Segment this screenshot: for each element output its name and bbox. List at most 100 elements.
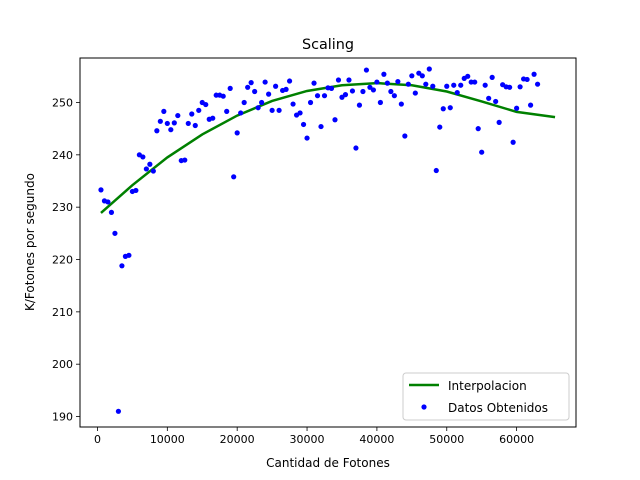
data-point: [454, 89, 460, 96]
y-tick-label: 200: [52, 358, 73, 371]
data-point: [517, 84, 523, 90]
data-point: [475, 126, 481, 132]
data-point: [185, 120, 191, 127]
data-point: [220, 93, 226, 99]
data-point: [115, 408, 122, 414]
y-tick-label: 220: [52, 254, 73, 267]
data-point: [493, 98, 499, 105]
x-tick-label: 20000: [220, 433, 255, 446]
data-point: [196, 107, 202, 113]
data-point: [412, 90, 418, 96]
data-point: [370, 87, 377, 93]
data-point: [353, 145, 359, 151]
data-point: [527, 102, 534, 108]
data-point: [405, 81, 411, 87]
data-point: [262, 79, 268, 85]
data-point: [255, 105, 261, 111]
x-tick-label: 0: [94, 433, 101, 446]
data-point: [105, 199, 111, 205]
data-point: [496, 119, 502, 125]
data-point: [276, 107, 282, 113]
data-point: [451, 82, 457, 88]
data-point: [472, 79, 478, 85]
data-point: [465, 73, 471, 79]
data-point: [423, 81, 429, 87]
data-point: [98, 187, 104, 193]
data-point: [297, 110, 303, 116]
x-axis-label: Cantidad de Fotones: [266, 456, 390, 470]
data-point: [419, 73, 425, 79]
data-point: [384, 80, 390, 86]
legend: Interpolacion Datos Obtenidos: [402, 372, 570, 421]
data-point: [398, 101, 404, 107]
data-point: [342, 92, 349, 98]
data-point: [143, 166, 149, 172]
data-point: [335, 77, 342, 83]
y-tick-label: 250: [52, 96, 73, 109]
data-point: [328, 85, 335, 91]
data-point: [388, 88, 394, 95]
data-point: [444, 83, 450, 89]
chart-title: Scaling: [302, 37, 354, 53]
data-point: [402, 133, 408, 139]
data-point: [534, 81, 541, 87]
data-point: [486, 95, 492, 101]
data-point: [426, 66, 432, 72]
data-point: [440, 106, 446, 112]
data-point: [507, 84, 513, 90]
x-tick-label: 60000: [499, 433, 534, 446]
data-point: [273, 83, 279, 89]
data-point: [391, 93, 397, 99]
data-point: [307, 99, 314, 106]
data-point: [332, 117, 338, 123]
data-point: [381, 71, 387, 77]
data-point: [266, 91, 272, 97]
x-tick-label: 40000: [359, 433, 394, 446]
y-tick-label: 230: [52, 201, 73, 214]
data-point: [524, 76, 530, 83]
data-point: [175, 112, 181, 119]
data-point: [458, 82, 464, 88]
data-point: [283, 86, 289, 92]
data-point: [241, 99, 247, 106]
data-point: [231, 174, 237, 180]
legend-scatter-swatch: [421, 404, 427, 410]
data-point: [248, 80, 254, 86]
data-point: [377, 99, 383, 106]
data-point: [447, 105, 453, 111]
data-point: [168, 127, 174, 133]
data-point: [430, 83, 436, 89]
data-point: [238, 110, 244, 116]
data-point: [300, 121, 307, 128]
data-point: [304, 135, 310, 141]
legend-label-interpolacion: Interpolacion: [448, 379, 527, 393]
data-point: [374, 79, 380, 85]
x-tick-label: 50000: [429, 433, 464, 446]
y-tick-label: 240: [52, 149, 73, 162]
data-point: [311, 80, 317, 86]
data-point: [510, 139, 516, 145]
data-point: [409, 73, 415, 79]
data-point: [349, 88, 356, 94]
legend-label-datos: Datos Obtenidos: [448, 401, 548, 415]
data-point: [108, 209, 115, 215]
data-point: [437, 124, 443, 130]
data-point: [314, 93, 321, 99]
plot-area: [98, 66, 556, 414]
data-point: [140, 154, 146, 160]
data-point: [489, 74, 495, 80]
data-point: [269, 107, 275, 113]
data-point: [133, 187, 139, 194]
data-point: [286, 78, 293, 84]
data-point: [150, 168, 156, 174]
data-point: [514, 105, 520, 111]
data-point: [147, 161, 153, 167]
data-point: [157, 118, 163, 124]
data-point: [482, 82, 488, 88]
x-tick-label: 30000: [290, 433, 325, 446]
data-point: [318, 123, 324, 130]
data-point: [531, 71, 537, 77]
data-point: [126, 252, 132, 258]
data-point: [154, 128, 160, 134]
